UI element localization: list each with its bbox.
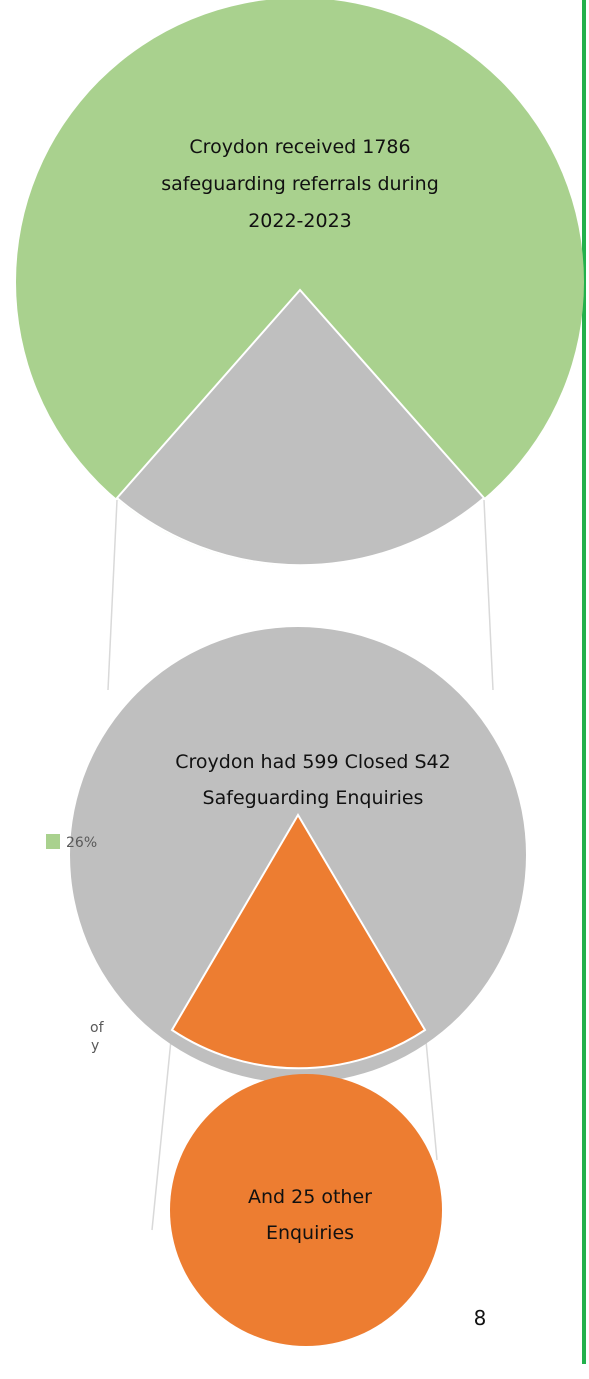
legend-label: 26% [66, 835, 97, 851]
legend-swatch [46, 834, 60, 849]
connector [424, 1029, 438, 1161]
connector [483, 499, 494, 691]
middle-wedge [170, 813, 427, 1070]
bottom-circle [170, 1074, 442, 1346]
middle-text: Croydon had 599 Closed S42 [175, 751, 450, 773]
connector [151, 1029, 173, 1231]
cropped-text: y [91, 1038, 99, 1054]
bottom-text: Enquiries [266, 1222, 354, 1244]
cropped-text: of [90, 1020, 105, 1036]
green-border [582, 0, 586, 1364]
bottom-text: And 25 other [248, 1186, 372, 1208]
top-circle [16, 0, 584, 566]
top-text: Croydon received 1786 [189, 136, 410, 158]
top-wedge [115, 288, 486, 567]
top-text: safeguarding referrals during [161, 173, 439, 195]
connector [107, 499, 118, 691]
top-text: 2022-2023 [248, 210, 352, 232]
middle-text: Safeguarding Enquiries [203, 787, 424, 809]
page-number: 8 [474, 1306, 487, 1330]
